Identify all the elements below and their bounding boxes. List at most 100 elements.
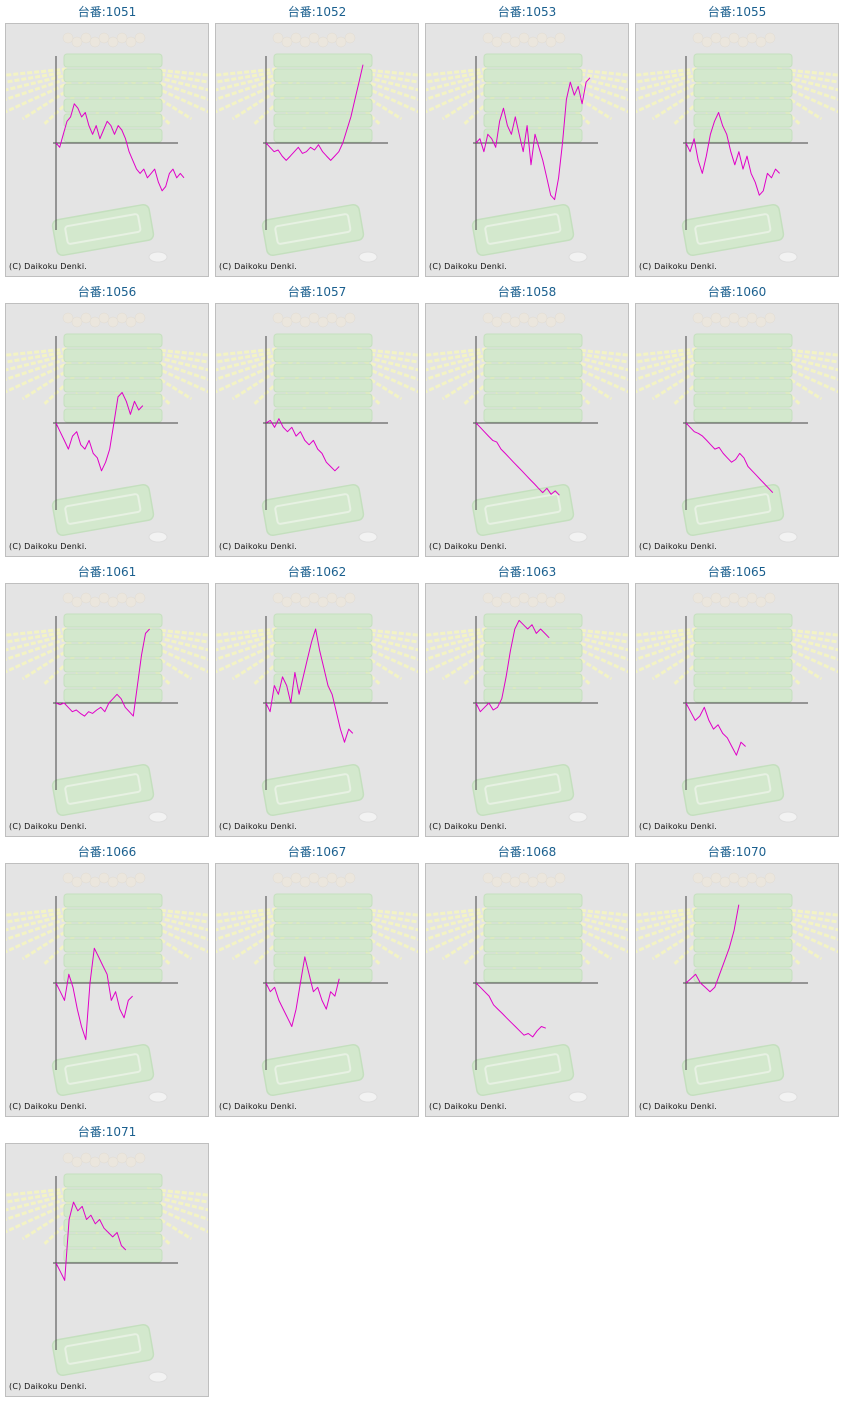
graph-panel: (C) Daikoku Denki. xyxy=(635,23,839,277)
copyright-label: (C) Daikoku Denki. xyxy=(639,1102,718,1111)
graph-panel: (C) Daikoku Denki. xyxy=(635,863,839,1117)
graph-title[interactable]: 台番:1071 xyxy=(77,1125,137,1139)
slump-graph xyxy=(6,312,208,543)
graph-panel: (C) Daikoku Denki. xyxy=(215,23,419,277)
data-series-line xyxy=(685,112,780,196)
slump-graph xyxy=(636,872,838,1103)
graph-panel: (C) Daikoku Denki. xyxy=(5,303,209,557)
background-artwork xyxy=(6,872,208,1103)
slump-graph xyxy=(6,592,208,823)
copyright-label: (C) Daikoku Denki. xyxy=(219,542,298,551)
background-artwork xyxy=(216,592,418,823)
slump-graph xyxy=(216,872,418,1103)
graph-panel: (C) Daikoku Denki. xyxy=(635,583,839,837)
copyright-label: (C) Daikoku Denki. xyxy=(429,542,508,551)
graph-title[interactable]: 台番:1058 xyxy=(497,285,557,299)
copyright-label: (C) Daikoku Denki. xyxy=(429,262,508,271)
slump-graph xyxy=(636,592,838,823)
background-artwork xyxy=(636,312,838,543)
graph-panel: (C) Daikoku Denki. xyxy=(425,23,629,277)
graph-card: 台番:1070 (C) Daikoku Denki. xyxy=(635,844,839,1120)
graph-card: 台番:1067 (C) Daikoku Denki. xyxy=(215,844,419,1120)
slump-graph xyxy=(426,312,628,543)
graph-card: 台番:1061 (C) Daikoku Denki. xyxy=(5,564,209,840)
slump-graph xyxy=(636,32,838,263)
graph-card: 台番:1055 (C) Daikoku Denki. xyxy=(635,4,839,280)
data-series-line xyxy=(475,982,546,1038)
data-series-line xyxy=(55,392,144,472)
background-artwork xyxy=(426,312,628,543)
data-series-line xyxy=(685,422,774,493)
graph-title[interactable]: 台番:1052 xyxy=(287,5,347,19)
copyright-label: (C) Daikoku Denki. xyxy=(9,1102,88,1111)
graph-title[interactable]: 台番:1053 xyxy=(497,5,557,19)
graph-title[interactable]: 台番:1051 xyxy=(77,5,137,19)
graph-title[interactable]: 台番:1061 xyxy=(77,565,137,579)
data-series-line xyxy=(475,619,550,713)
slump-graph xyxy=(426,872,628,1103)
background-artwork xyxy=(216,872,418,1103)
copyright-label: (C) Daikoku Denki. xyxy=(9,1382,88,1391)
graph-panel: (C) Daikoku Denki. xyxy=(425,303,629,557)
graph-card: 台番:1052 (C) Daikoku Denki. xyxy=(215,4,419,280)
slump-graph xyxy=(216,592,418,823)
graph-panel: (C) Daikoku Denki. xyxy=(215,583,419,837)
background-artwork xyxy=(216,312,418,543)
graph-card: 台番:1065 (C) Daikoku Denki. xyxy=(635,564,839,840)
data-series-line xyxy=(55,628,150,717)
background-artwork xyxy=(6,1152,208,1383)
graph-card: 台番:1063 (C) Daikoku Denki. xyxy=(425,564,629,840)
data-series-line xyxy=(265,628,354,743)
graph-title[interactable]: 台番:1062 xyxy=(287,565,347,579)
slump-graph xyxy=(6,1152,208,1383)
graph-panel: (C) Daikoku Denki. xyxy=(425,583,629,837)
data-series-line xyxy=(55,103,185,192)
graph-title[interactable]: 台番:1065 xyxy=(707,565,767,579)
background-artwork xyxy=(6,312,208,543)
graph-card: 台番:1066 (C) Daikoku Denki. xyxy=(5,844,209,1120)
background-artwork xyxy=(426,592,628,823)
data-series-line xyxy=(685,702,746,756)
graph-card: 台番:1071 (C) Daikoku Denki. xyxy=(5,1124,209,1400)
slump-graph xyxy=(216,312,418,543)
graph-title[interactable]: 台番:1070 xyxy=(707,845,767,859)
graph-title[interactable]: 台番:1067 xyxy=(287,845,347,859)
background-artwork xyxy=(216,32,418,263)
graph-panel: (C) Daikoku Denki. xyxy=(5,23,209,277)
graph-title[interactable]: 台番:1063 xyxy=(497,565,557,579)
copyright-label: (C) Daikoku Denki. xyxy=(429,1102,508,1111)
copyright-label: (C) Daikoku Denki. xyxy=(219,1102,298,1111)
slump-graph xyxy=(6,872,208,1103)
graph-title[interactable]: 台番:1068 xyxy=(497,845,557,859)
graph-card: 台番:1068 (C) Daikoku Denki. xyxy=(425,844,629,1120)
graph-card: 台番:1053 (C) Daikoku Denki. xyxy=(425,4,629,280)
data-series-line xyxy=(55,1201,127,1281)
graph-title[interactable]: 台番:1056 xyxy=(77,285,137,299)
graph-panel: (C) Daikoku Denki. xyxy=(425,863,629,1117)
graph-card: 台番:1062 (C) Daikoku Denki. xyxy=(215,564,419,840)
copyright-label: (C) Daikoku Denki. xyxy=(9,542,88,551)
copyright-label: (C) Daikoku Denki. xyxy=(9,262,88,271)
background-artwork xyxy=(426,32,628,263)
graph-panel: (C) Daikoku Denki. xyxy=(5,863,209,1117)
graph-title[interactable]: 台番:1057 xyxy=(287,285,347,299)
background-artwork xyxy=(636,592,838,823)
background-artwork xyxy=(6,32,208,263)
graph-card: 台番:1056 (C) Daikoku Denki. xyxy=(5,284,209,560)
copyright-label: (C) Daikoku Denki. xyxy=(639,542,718,551)
graph-card: 台番:1057 (C) Daikoku Denki. xyxy=(215,284,419,560)
slump-graph xyxy=(636,312,838,543)
graph-title[interactable]: 台番:1055 xyxy=(707,5,767,19)
graph-card: 台番:1051 (C) Daikoku Denki. xyxy=(5,4,209,280)
data-series-line xyxy=(265,64,364,161)
slump-graph xyxy=(216,32,418,263)
copyright-label: (C) Daikoku Denki. xyxy=(9,822,88,831)
copyright-label: (C) Daikoku Denki. xyxy=(639,262,718,271)
graph-card: 台番:1058 (C) Daikoku Denki. xyxy=(425,284,629,560)
data-series-line xyxy=(475,77,591,201)
slump-graph xyxy=(6,32,208,263)
graph-panel: (C) Daikoku Denki. xyxy=(215,863,419,1117)
data-series-line xyxy=(685,904,740,993)
graph-title[interactable]: 台番:1066 xyxy=(77,845,137,859)
graph-title[interactable]: 台番:1060 xyxy=(707,285,767,299)
